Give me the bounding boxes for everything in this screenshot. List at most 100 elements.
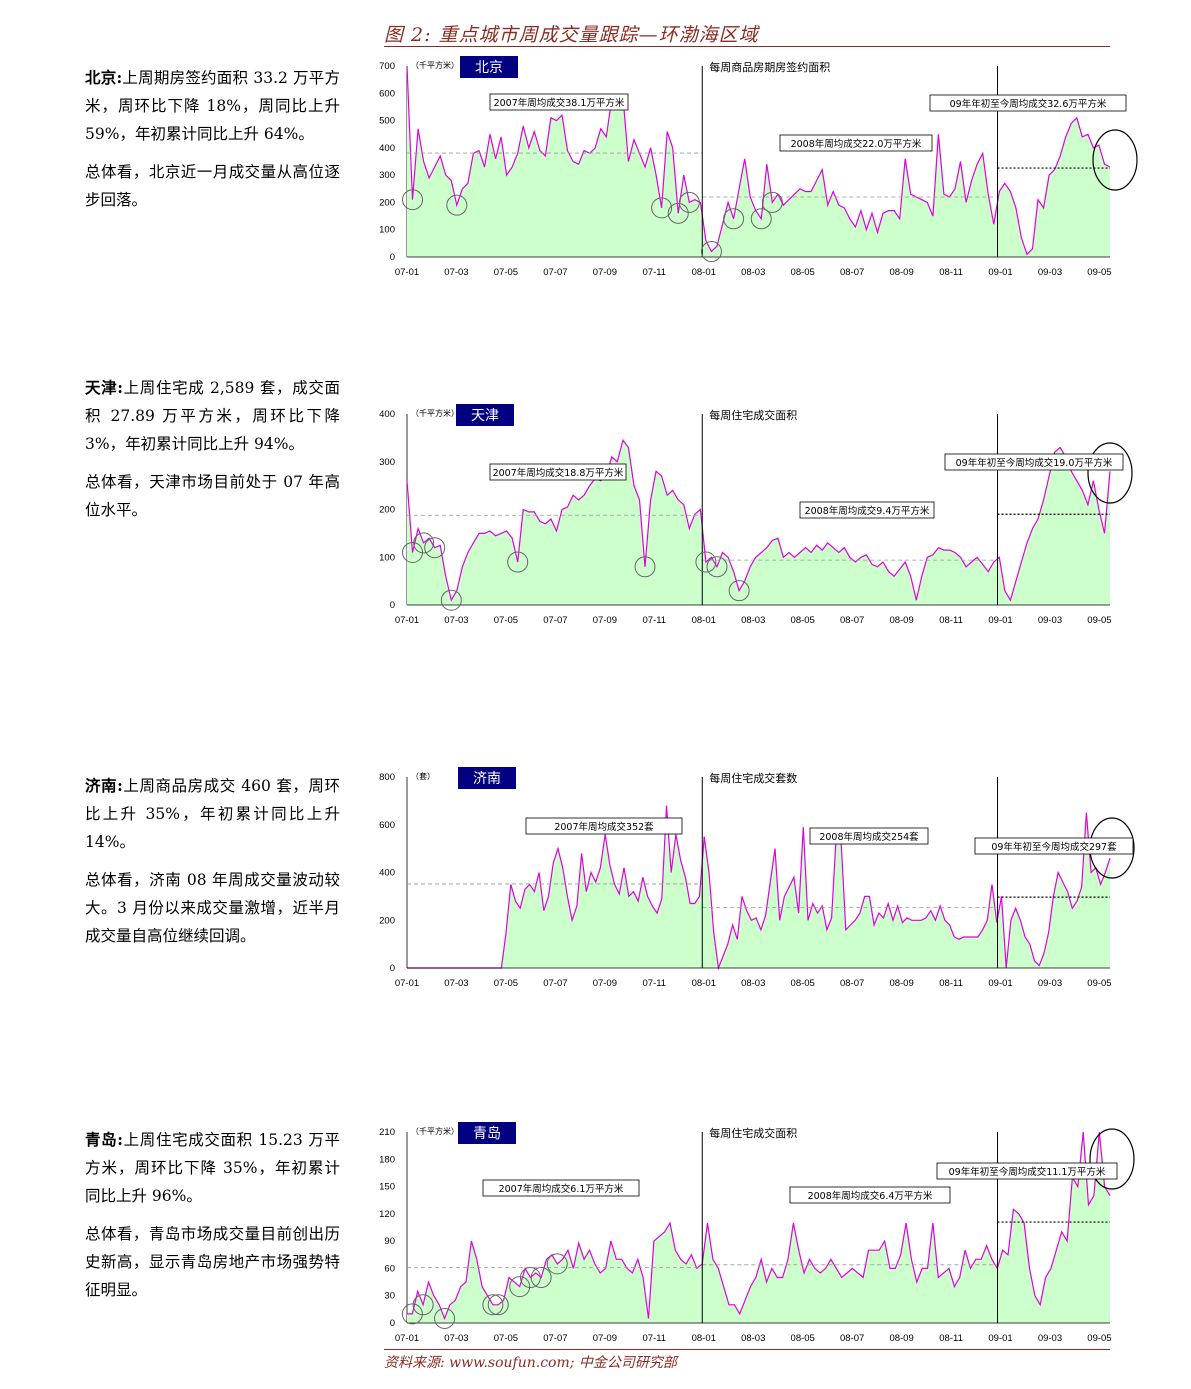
y-tick-label: 400 <box>379 143 395 154</box>
x-tick-label: 08-05 <box>791 978 815 989</box>
y-tick-label: 30 <box>384 1291 395 1302</box>
x-tick-label: 09-01 <box>988 615 1012 626</box>
x-tick-label: 07-01 <box>395 267 419 278</box>
qingdao-para1-body: 上周住宅成交面积 15.23 万平方米，周环比下降 35%，年初累计同比上升 9… <box>85 1131 340 1205</box>
x-tick-label: 08-01 <box>692 267 716 278</box>
x-tick-label: 08-11 <box>939 1333 963 1344</box>
x-tick-label: 09-05 <box>1087 267 1111 278</box>
latest-highlight-ellipse <box>1087 442 1133 504</box>
x-tick-label: 09-05 <box>1087 978 1111 989</box>
x-tick-label: 09-05 <box>1087 1333 1111 1344</box>
qingdao-para2: 总体看，青岛市场成交量目前创出历史新高，显示青岛房地产市场强势特征明显。 <box>85 1225 340 1299</box>
low-point-circle <box>434 1307 456 1329</box>
annotation-label: 09年年初至今周均成交19.0万平方米 <box>956 457 1113 469</box>
y-tick-label: 500 <box>379 116 395 127</box>
annotation-box <box>944 453 1124 471</box>
y-tick-label: 200 <box>379 505 395 516</box>
annotation-label: 09年年初至今周均成交297套 <box>991 841 1117 853</box>
annotation-box <box>482 1179 640 1197</box>
y-tick-label: 400 <box>379 868 395 879</box>
series-line <box>407 1131 1111 1321</box>
x-tick-label: 09-03 <box>1038 615 1062 626</box>
x-tick-label: 08-07 <box>840 978 864 989</box>
x-tick-label: 07-11 <box>643 615 667 626</box>
y-tick-label: 800 <box>379 772 395 783</box>
chart-title: 每周住宅成交套数 <box>709 771 797 785</box>
x-tick-label: 09-05 <box>1087 615 1111 626</box>
low-point-circle <box>487 1294 509 1316</box>
y-tick-label: 0 <box>390 600 395 611</box>
tianjin-chart: 0 100 200 300 400 07-01 07-03 07-05 07-07 07-09 07… <box>370 400 1133 640</box>
x-tick-label: 08-03 <box>741 615 765 626</box>
x-tick-label: 08-01 <box>692 978 716 989</box>
annotation-box <box>779 134 933 152</box>
x-tick-label: 08-03 <box>741 978 765 989</box>
x-tick-label: 09-03 <box>1038 978 1062 989</box>
figure-title: 图 2: 重点城市周成交量跟踪—环渤海区域 <box>384 24 759 46</box>
annotation-box <box>489 93 629 111</box>
x-tick-label: 07-05 <box>494 978 518 989</box>
y-tick-label: 210 <box>379 1127 395 1138</box>
city-badge-label: 青岛 <box>473 1126 501 1142</box>
x-tick-label: 08-07 <box>840 615 864 626</box>
jinan-para2: 总体看，济南 08 年周成交量波动较大。3 月份以来成交量激增，近半月成交量自高… <box>85 871 340 945</box>
annotation-box <box>936 1162 1118 1180</box>
y-tick-label: 0 <box>390 963 395 974</box>
y-tick-label: 90 <box>384 1236 395 1247</box>
x-tick-label: 07-05 <box>494 267 518 278</box>
x-tick-label: 07-07 <box>543 267 567 278</box>
chart-title: 每周住宅成交面积 <box>709 1126 797 1140</box>
low-point-circle <box>723 208 745 230</box>
x-tick-label: 07-01 <box>395 615 419 626</box>
series-line <box>407 805 1111 971</box>
low-point-circle <box>509 1276 531 1298</box>
qingdao-chart: 0 30 60 90 120 150 180 210 07-01 07-03 07-05 07-07 0… <box>370 1118 1135 1358</box>
beijing-city-label: 北京: <box>85 68 123 87</box>
y-unit-label: （千平方米） <box>411 408 459 418</box>
series-area <box>407 805 1110 968</box>
x-tick-label: 07-07 <box>543 978 567 989</box>
x-tick-label: 08-11 <box>939 978 963 989</box>
y-tick-label: 180 <box>379 1154 395 1165</box>
annotation-box <box>489 463 627 481</box>
x-tick-label: 07-01 <box>395 978 419 989</box>
low-point-circle <box>402 189 424 211</box>
tianjin-para1: 天津:上周住宅成 2,589 套，成交面积 27.89 万平方米，周环比下降 3… <box>85 374 340 458</box>
annotation-box <box>974 837 1134 855</box>
annotation-label: 2008年周均成交22.0万平方米 <box>791 138 922 150</box>
y-tick-label: 200 <box>379 197 395 208</box>
x-tick-label: 09-03 <box>1038 267 1062 278</box>
annotation-label: 2007年周均成交18.8万平方米 <box>493 467 624 479</box>
chart-title: 每周商品房期房签约面积 <box>709 60 830 74</box>
city-badge-label: 北京 <box>475 60 503 76</box>
chart-title: 每周住宅成交面积 <box>709 408 797 422</box>
x-tick-label: 07-11 <box>643 1333 667 1344</box>
y-unit-label: （千平方米） <box>411 1126 459 1136</box>
x-tick-label: 08-07 <box>840 267 864 278</box>
low-point-circle <box>667 202 689 224</box>
section-beijing-text: 北京:上周期房签约面积 33.2 万平方米，周环比下降 18%，周同比上升 59… <box>85 64 340 224</box>
low-point-circle <box>700 241 722 263</box>
low-point-circle <box>413 532 435 554</box>
x-tick-label: 07-09 <box>593 615 617 626</box>
annotation-label: 2008年周均成交6.4万平方米 <box>808 1190 933 1202</box>
bottom-rule <box>384 1349 1110 1350</box>
jinan-para1: 济南:上周商品房成交 460 套，周环比上升 35%，年初累计同比上升 14%。 <box>85 772 340 856</box>
annotation-box <box>789 1186 951 1204</box>
series-line <box>406 65 1111 256</box>
section-tianjin-text: 天津:上周住宅成 2,589 套，成交面积 27.89 万平方米，周环比下降 3… <box>85 374 340 534</box>
y-tick-label: 200 <box>379 915 395 926</box>
x-tick-label: 08-01 <box>692 1333 716 1344</box>
y-unit-label: （套） <box>411 771 435 781</box>
annotation-box <box>929 94 1127 112</box>
x-tick-label: 09-01 <box>988 267 1012 278</box>
x-tick-label: 07-03 <box>444 615 468 626</box>
low-point-circle <box>695 551 717 573</box>
x-tick-label: 07-09 <box>593 1333 617 1344</box>
y-tick-label: 60 <box>384 1263 395 1274</box>
city-badge <box>456 404 514 426</box>
x-tick-label: 07-05 <box>494 615 518 626</box>
y-tick-label: 100 <box>379 225 395 236</box>
low-point-circle <box>678 191 700 213</box>
x-tick-label: 08-09 <box>889 615 913 626</box>
